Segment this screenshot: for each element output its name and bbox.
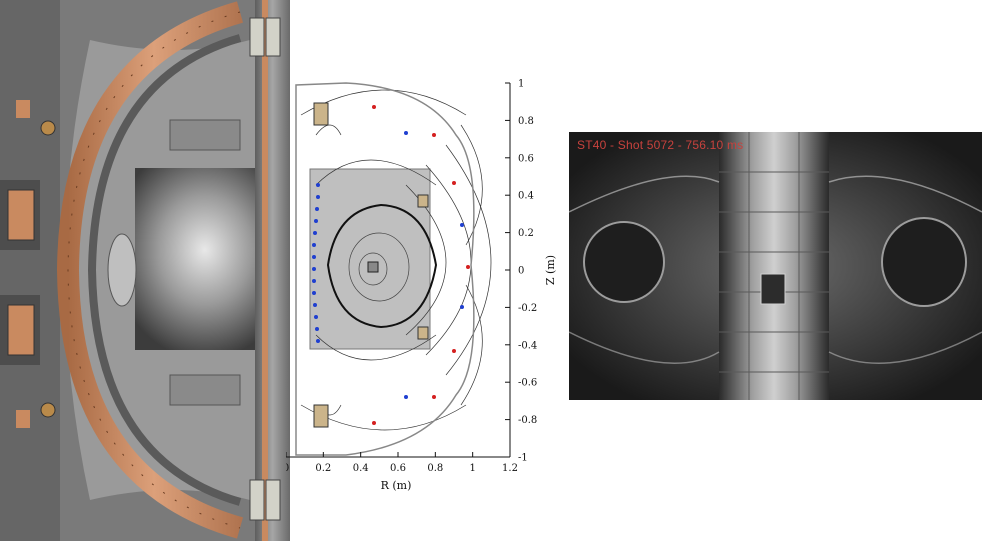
centre-column-view — [719, 132, 829, 400]
y-tick-label: 1 — [518, 79, 524, 90]
column-sensor — [760, 273, 786, 305]
x-tick-label: 0.8 — [427, 463, 443, 474]
vessel-wall — [87, 34, 242, 506]
left-port-window — [583, 221, 665, 303]
y-tick-label: -0.8 — [518, 415, 537, 426]
magnetic-axis-marker — [367, 261, 379, 273]
pf-coils — [313, 102, 429, 428]
column-tiles — [719, 132, 829, 400]
x-tick-label: 0.4 — [353, 463, 369, 474]
x-tick-label: 0.6 — [390, 463, 406, 474]
y-tick-label: -0.6 — [518, 378, 537, 389]
right-port-window — [881, 217, 967, 307]
centre-column — [255, 0, 290, 541]
overlay-border — [309, 168, 431, 350]
x-tick-label: 0.2 — [315, 463, 331, 474]
glow-arc-lower-left — [569, 331, 720, 364]
y-ticks: 1 0.8 0.6 0.4 0.2 0 -0.2 -0.4 -0.6 -0.8 -1 — [505, 79, 537, 464]
last-closed-flux-surface — [326, 203, 438, 329]
lower-divertor — [169, 374, 241, 406]
outer-frame-left — [0, 0, 60, 541]
x-tick-label: 1.2 — [502, 463, 518, 474]
camera-frame: ST40 - Shot 5072 - 756.10 ms — [569, 132, 982, 400]
camera-image — [569, 132, 982, 400]
y-tick-label: 0.2 — [518, 228, 534, 239]
y-tick-label: -1 — [518, 453, 528, 464]
upper-coil-stack — [249, 17, 281, 57]
glow-arc-upper-right — [828, 175, 982, 213]
bolt-upper — [40, 120, 56, 136]
y-tick-label: 0.8 — [518, 116, 534, 127]
y-tick-label: 0 — [518, 266, 524, 277]
x-tick-label: 1 — [469, 463, 475, 474]
x-axis-label: R (m) — [381, 479, 412, 492]
bolt-lower — [40, 402, 56, 418]
lower-coil-stack — [249, 479, 281, 521]
x-tick-label: 0 — [286, 463, 289, 474]
camera-caption: ST40 - Shot 5072 - 756.10 ms — [577, 138, 744, 152]
centre-column-copper — [262, 0, 268, 541]
copper-arc-bolts — [67, 11, 241, 529]
copper-block-2 — [16, 410, 30, 428]
port-copper-upper — [7, 189, 35, 241]
inner-flux-surfaces — [348, 232, 410, 302]
tokamak-cad-render — [0, 0, 290, 541]
equilibrium-plot: 0 0.2 0.4 0.6 0.8 1 1.2 R (m) 1 0.8 0.6 0.4 0.2 0 -0… — [286, 79, 557, 492]
vessel-outline — [295, 82, 475, 456]
inner-port — [107, 233, 137, 307]
y-tick-label: 0.4 — [518, 191, 534, 202]
y-tick-label: -0.2 — [518, 303, 537, 314]
glow-arc-lower-right — [828, 331, 982, 364]
y-tick-label: -0.4 — [518, 340, 537, 351]
upper-divertor — [169, 119, 241, 151]
copper-block-1 — [16, 100, 30, 118]
y-tick-label: 0.6 — [518, 153, 534, 164]
x-ticks: 0 0.2 0.4 0.6 0.8 1 1.2 — [286, 452, 518, 474]
port-copper-lower — [7, 304, 35, 356]
magnetic-probes — [312, 105, 470, 425]
y-axis-label: Z (m) — [544, 255, 557, 285]
glow-arc-upper-left — [569, 175, 720, 213]
